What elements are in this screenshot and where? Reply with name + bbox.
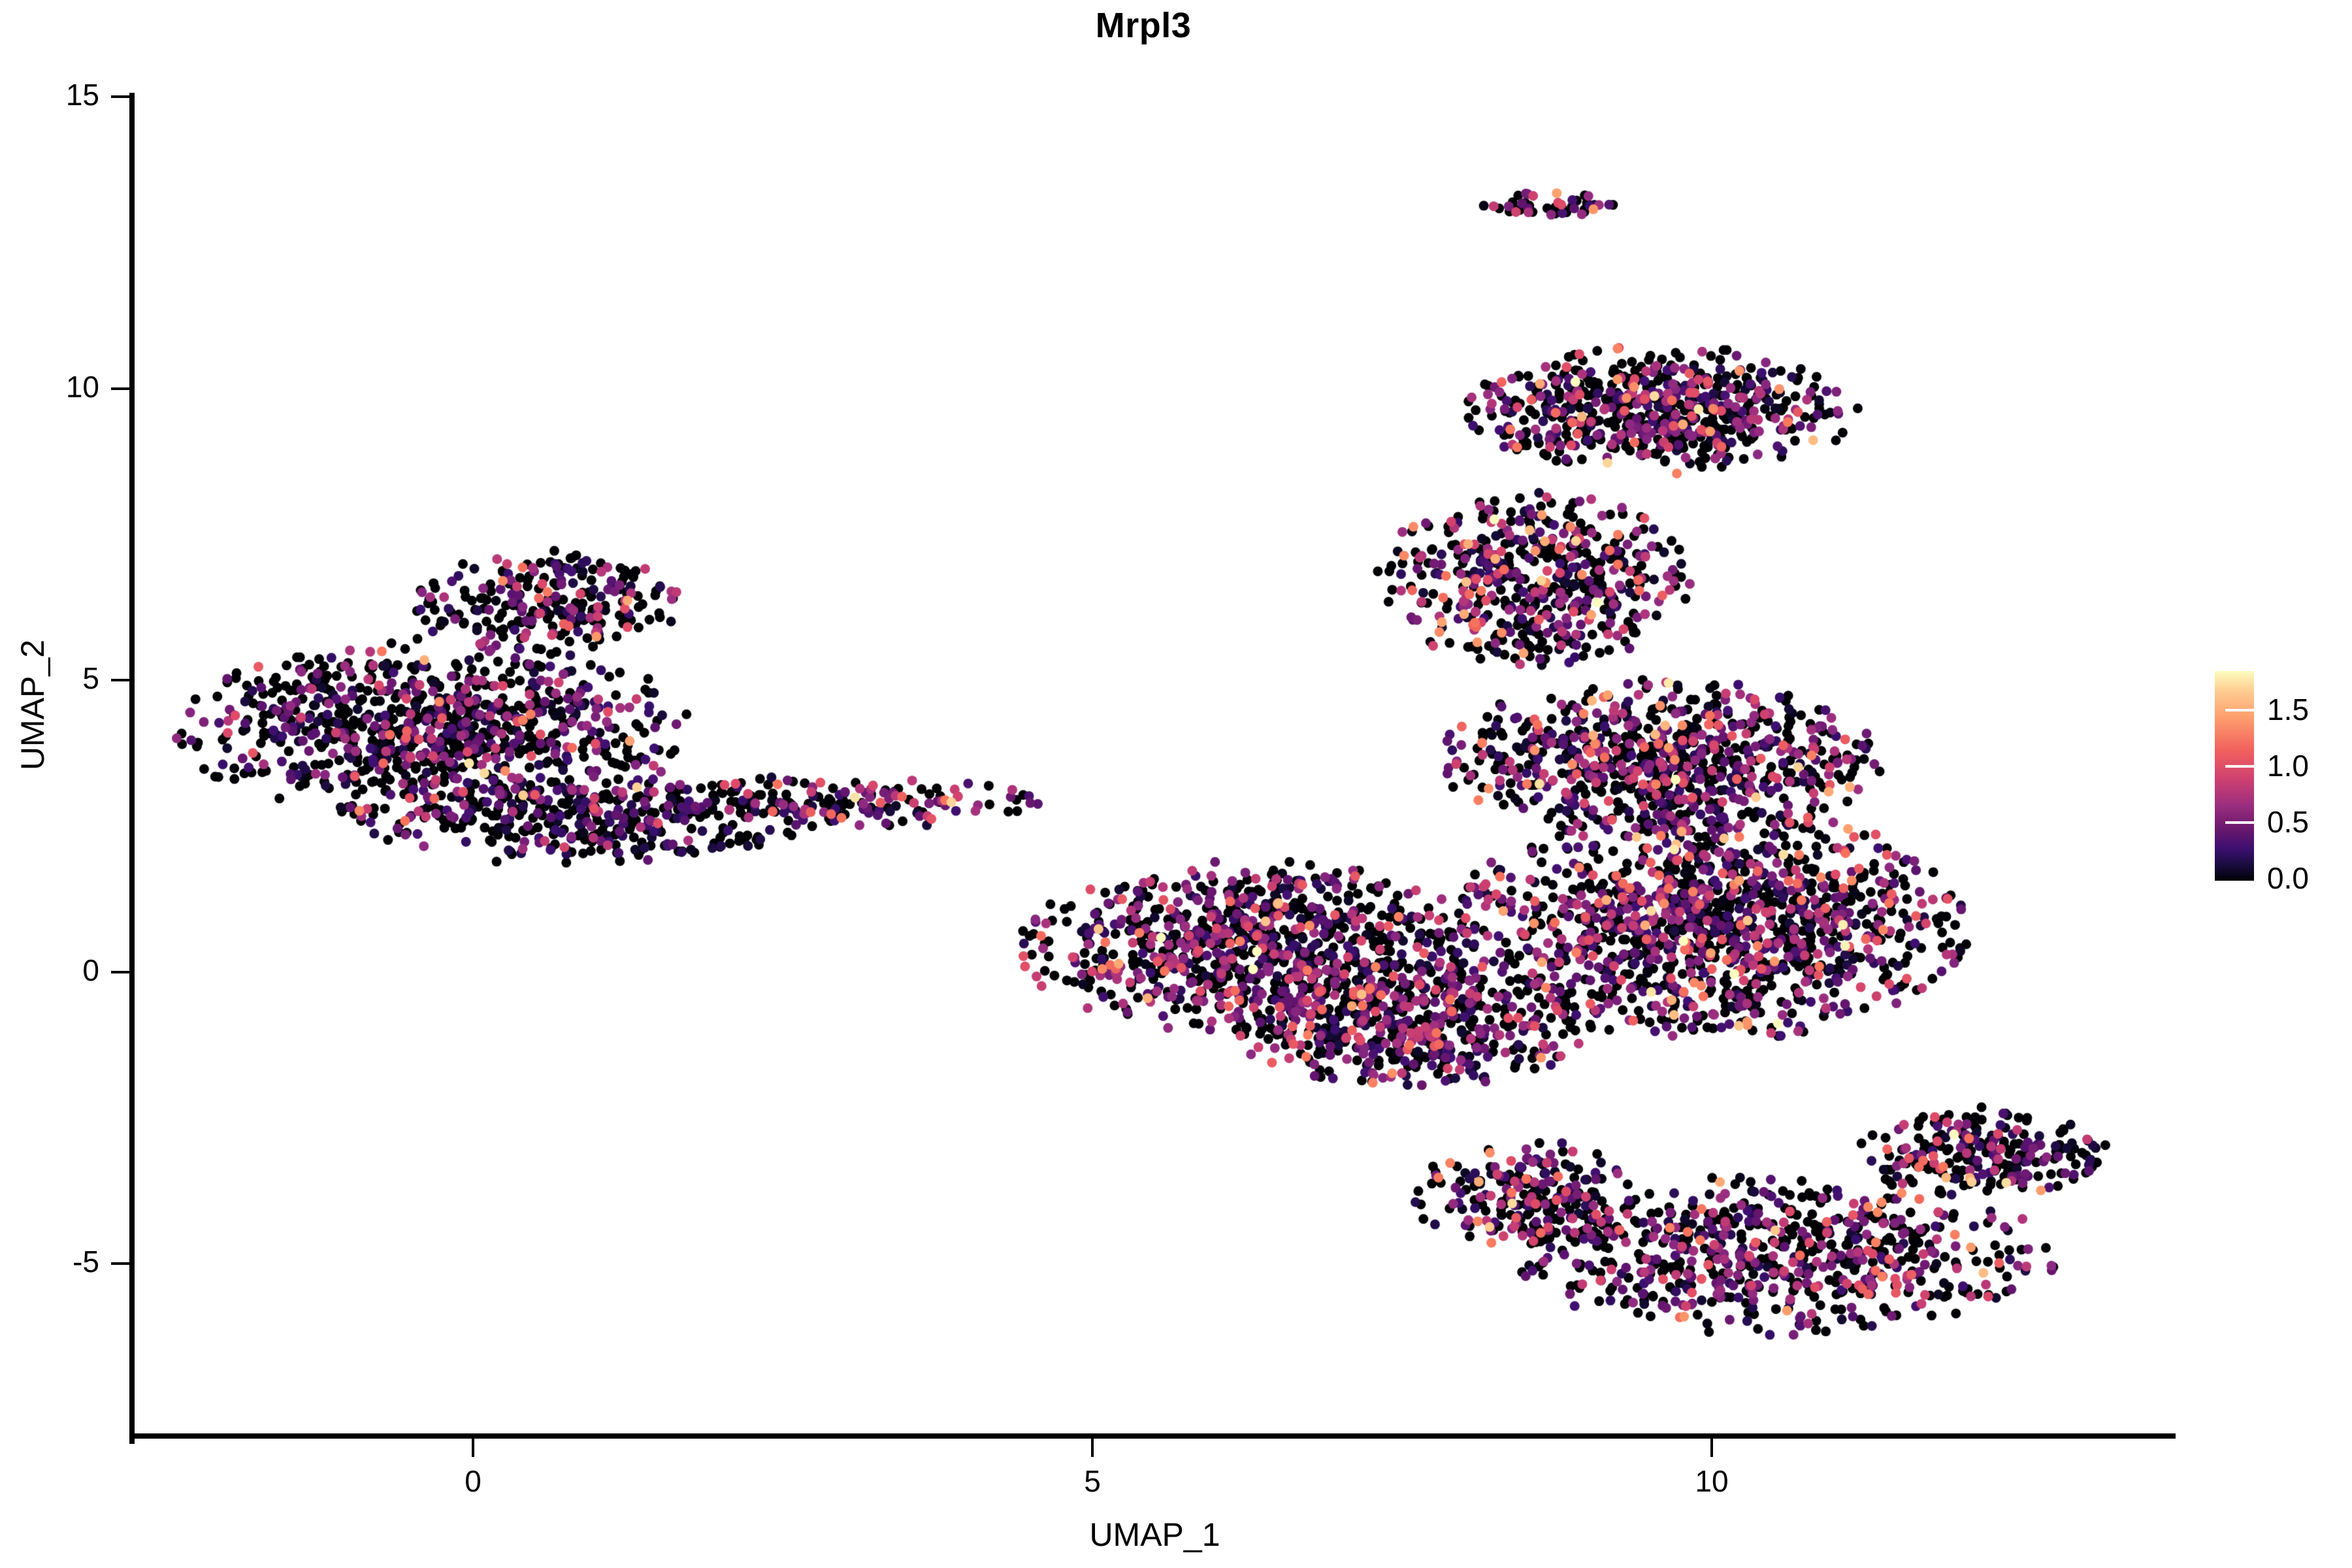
x-tick-label: 0 xyxy=(465,1464,482,1498)
colorbar-label: 0.0 xyxy=(2267,861,2309,895)
y-tick-mark xyxy=(111,971,129,973)
colorbar-label: 1.5 xyxy=(2267,693,2309,727)
y-tick-mark xyxy=(111,95,129,98)
page-title: Mrpl3 xyxy=(1095,6,1192,45)
x-tick-mark xyxy=(472,1439,474,1457)
plot-panel xyxy=(134,93,2176,1439)
y-tick-label: 10 xyxy=(65,370,99,404)
y-axis-title: UMAP_2 xyxy=(14,639,51,771)
colorbar-tick xyxy=(2225,765,2254,768)
y-tick-label: 15 xyxy=(65,78,99,112)
colorbar-label: 1.0 xyxy=(2267,749,2309,783)
colorbar-tick xyxy=(2225,709,2254,711)
y-tick-label: 5 xyxy=(82,661,99,695)
colorbar-label: 0.5 xyxy=(2267,805,2309,839)
y-tick-mark xyxy=(111,679,129,681)
x-tick-mark xyxy=(1091,1439,1094,1457)
y-axis-line xyxy=(129,93,135,1444)
x-axis-line xyxy=(129,1433,2176,1439)
x-tick-label: 5 xyxy=(1084,1464,1101,1498)
y-tick-mark xyxy=(111,387,129,390)
scatter-points-layer xyxy=(134,93,2176,1439)
x-axis-title: UMAP_1 xyxy=(1089,1516,1220,1553)
y-tick-mark xyxy=(111,1262,129,1265)
y-tick-label: 0 xyxy=(82,953,99,987)
colorbar-legend: 1.5 1.0 0.5 0.0 xyxy=(2215,671,2345,893)
x-tick-mark xyxy=(1710,1439,1713,1457)
colorbar-gradient xyxy=(2215,671,2254,881)
y-tick-label: -5 xyxy=(73,1245,99,1279)
colorbar-tick xyxy=(2225,821,2254,824)
x-tick-label: 10 xyxy=(1695,1464,1729,1498)
